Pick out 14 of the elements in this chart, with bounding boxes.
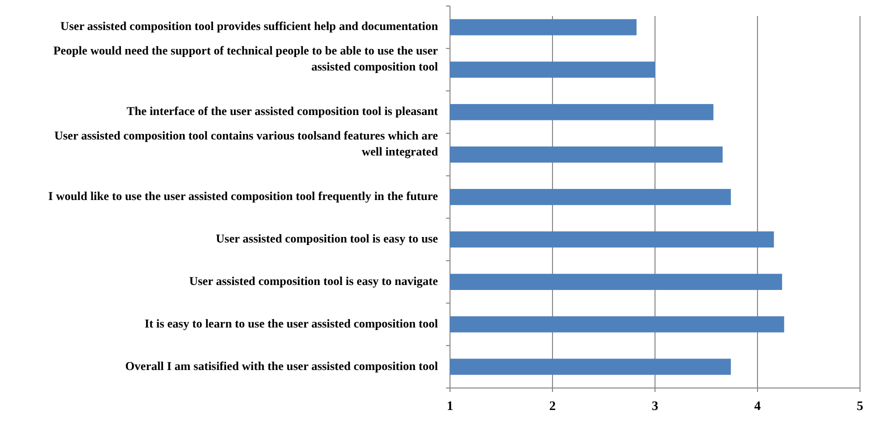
x-tick-label: 1	[446, 398, 454, 413]
y-tick-label: User assisted composition tool is easy to use	[216, 231, 439, 246]
y-tick-label: User assisted composition tool contains various toolsand features which are well integrated	[54, 128, 439, 158]
y-tick-label: The interface of the user assisted composition tool is pleasant	[126, 104, 438, 118]
y-tick-label: User assisted composition tool is easy to navigate	[189, 274, 439, 288]
y-tick-label: People would need the support of technical people to be able to use the user assisted composition tool	[53, 43, 439, 74]
y-tick-label: Overall I am satisified with the user assisted composition tool	[125, 358, 439, 373]
x-tick-label: 3	[652, 398, 659, 413]
y-tick-label: I would like to use the user assisted composition tool frequently in the future	[48, 188, 439, 203]
y-tick-label: User assisted composition tool provides sufficient help and documentation	[60, 18, 438, 33]
x-tick-label: 5	[856, 398, 864, 413]
y-tick-label: It is easy to learn to use the user assisted composition tool	[144, 316, 439, 330]
x-tick-label: 2	[549, 398, 556, 413]
x-tick-label: 4	[754, 398, 762, 413]
